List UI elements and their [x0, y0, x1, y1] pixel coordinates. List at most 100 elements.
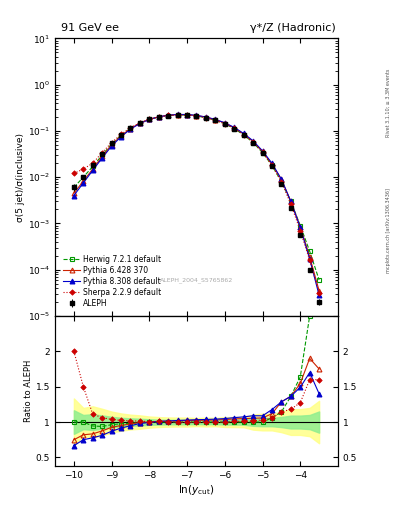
- Sherpa 2.2.9 default: [260, 149, 265, 155]
- Herwig 7.2.1 default: [128, 125, 133, 132]
- Sherpa 2.2.9 default: [185, 112, 189, 118]
- Sherpa 2.2.9 default: [100, 150, 105, 156]
- Herwig 7.2.1 default: [251, 139, 255, 145]
- Pythia 6.428 370: [307, 253, 312, 260]
- Sherpa 2.2.9 default: [119, 132, 123, 138]
- Sherpa 2.2.9 default: [307, 257, 312, 263]
- Pythia 8.308 default: [270, 160, 274, 166]
- Herwig 7.2.1 default: [232, 125, 237, 132]
- Pythia 6.428 370: [241, 131, 246, 137]
- Sherpa 2.2.9 default: [213, 117, 218, 123]
- Pythia 6.428 370: [175, 112, 180, 118]
- Pythia 6.428 370: [185, 112, 189, 118]
- Sherpa 2.2.9 default: [251, 139, 255, 145]
- Pythia 6.428 370: [288, 198, 293, 204]
- Herwig 7.2.1 default: [241, 132, 246, 138]
- Pythia 8.308 default: [166, 112, 171, 118]
- Herwig 7.2.1 default: [288, 198, 293, 204]
- Pythia 6.428 370: [194, 113, 199, 119]
- Pythia 8.308 default: [90, 167, 95, 174]
- Sherpa 2.2.9 default: [90, 160, 95, 166]
- Pythia 6.428 370: [100, 154, 105, 160]
- Text: Rivet 3.1.10; ≥ 3.3M events: Rivet 3.1.10; ≥ 3.3M events: [386, 68, 391, 137]
- Herwig 7.2.1 default: [204, 115, 208, 121]
- Pythia 6.428 370: [119, 133, 123, 139]
- Pythia 8.308 default: [204, 114, 208, 120]
- Pythia 6.428 370: [156, 114, 161, 120]
- Herwig 7.2.1 default: [175, 112, 180, 118]
- Sherpa 2.2.9 default: [270, 162, 274, 168]
- Sherpa 2.2.9 default: [288, 201, 293, 207]
- Herwig 7.2.1 default: [138, 120, 142, 126]
- Pythia 8.308 default: [222, 120, 227, 126]
- Sherpa 2.2.9 default: [81, 166, 86, 172]
- X-axis label: $\mathrm{ln}(y_{\mathrm{cut}})$: $\mathrm{ln}(y_{\mathrm{cut}})$: [178, 482, 215, 497]
- Pythia 6.428 370: [90, 166, 95, 172]
- Pythia 8.308 default: [213, 116, 218, 122]
- Herwig 7.2.1 default: [317, 277, 321, 283]
- Sherpa 2.2.9 default: [72, 170, 76, 177]
- Herwig 7.2.1 default: [81, 174, 86, 180]
- Pythia 8.308 default: [138, 120, 142, 126]
- Sherpa 2.2.9 default: [128, 125, 133, 131]
- Text: 91 GeV ee: 91 GeV ee: [61, 23, 119, 33]
- Sherpa 2.2.9 default: [298, 227, 303, 233]
- Pythia 8.308 default: [100, 155, 105, 161]
- Pythia 8.308 default: [298, 224, 303, 230]
- Herwig 7.2.1 default: [109, 141, 114, 147]
- Pythia 6.428 370: [166, 112, 171, 118]
- Sherpa 2.2.9 default: [194, 113, 199, 119]
- Pythia 8.308 default: [147, 116, 152, 122]
- Pythia 6.428 370: [279, 176, 284, 182]
- Pythia 6.428 370: [251, 138, 255, 144]
- Pythia 8.308 default: [109, 143, 114, 149]
- Line: Sherpa 2.2.9 default: Sherpa 2.2.9 default: [72, 113, 321, 294]
- Herwig 7.2.1 default: [270, 162, 274, 168]
- Herwig 7.2.1 default: [119, 132, 123, 138]
- Herwig 7.2.1 default: [147, 116, 152, 122]
- Pythia 6.428 370: [128, 125, 133, 132]
- Pythia 8.308 default: [128, 126, 133, 132]
- Herwig 7.2.1 default: [185, 112, 189, 118]
- Sherpa 2.2.9 default: [204, 115, 208, 121]
- Sherpa 2.2.9 default: [241, 132, 246, 138]
- Herwig 7.2.1 default: [222, 121, 227, 127]
- Pythia 8.308 default: [241, 131, 246, 137]
- Pythia 8.308 default: [251, 138, 255, 144]
- Y-axis label: Ratio to ALEPH: Ratio to ALEPH: [24, 360, 33, 422]
- Sherpa 2.2.9 default: [175, 112, 180, 118]
- Pythia 8.308 default: [119, 134, 123, 140]
- Pythia 8.308 default: [317, 292, 321, 298]
- Sherpa 2.2.9 default: [317, 289, 321, 295]
- Pythia 6.428 370: [232, 125, 237, 131]
- Sherpa 2.2.9 default: [109, 139, 114, 145]
- Line: Herwig 7.2.1 default: Herwig 7.2.1 default: [72, 113, 321, 282]
- Text: γ*/Z (Hadronic): γ*/Z (Hadronic): [250, 23, 336, 33]
- Pythia 8.308 default: [307, 256, 312, 262]
- Pythia 8.308 default: [72, 193, 76, 199]
- Pythia 8.308 default: [194, 112, 199, 118]
- Herwig 7.2.1 default: [100, 152, 105, 158]
- Sherpa 2.2.9 default: [222, 121, 227, 127]
- Line: Pythia 8.308 default: Pythia 8.308 default: [72, 112, 321, 297]
- Pythia 8.308 default: [288, 198, 293, 204]
- Sherpa 2.2.9 default: [147, 116, 152, 122]
- Herwig 7.2.1 default: [298, 222, 303, 228]
- Pythia 8.308 default: [81, 180, 86, 186]
- Herwig 7.2.1 default: [213, 117, 218, 123]
- Sherpa 2.2.9 default: [232, 125, 237, 132]
- Sherpa 2.2.9 default: [156, 114, 161, 120]
- Line: Pythia 6.428 370: Pythia 6.428 370: [72, 112, 321, 293]
- Sherpa 2.2.9 default: [279, 179, 284, 185]
- Pythia 6.428 370: [204, 114, 208, 120]
- Herwig 7.2.1 default: [166, 113, 171, 119]
- Pythia 6.428 370: [109, 142, 114, 148]
- Herwig 7.2.1 default: [156, 114, 161, 120]
- Sherpa 2.2.9 default: [166, 112, 171, 118]
- Pythia 6.428 370: [298, 224, 303, 230]
- Pythia 8.308 default: [260, 148, 265, 154]
- Pythia 6.428 370: [81, 178, 86, 184]
- Legend: Herwig 7.2.1 default, Pythia 6.428 370, Pythia 8.308 default, Sherpa 2.2.9 defau: Herwig 7.2.1 default, Pythia 6.428 370, …: [62, 253, 163, 309]
- Pythia 8.308 default: [232, 124, 237, 131]
- Herwig 7.2.1 default: [279, 179, 284, 185]
